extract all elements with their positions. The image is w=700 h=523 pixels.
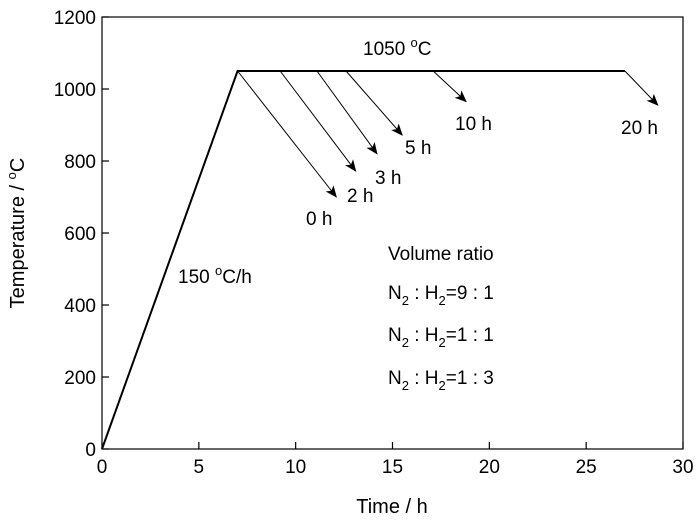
cooling-arrow	[624, 70, 659, 106]
cooling-arrow	[432, 70, 467, 103]
cooling-arrows	[237, 70, 659, 198]
volume-ratio-box: Volume ratio N2 : H2=9 : 1 N2 : H2=1 : 1…	[388, 244, 494, 393]
hold-temperature-label: 1050 oC	[363, 35, 432, 60]
y-tick-label: 800	[64, 152, 96, 173]
x-tick-label: 20	[479, 457, 500, 478]
cooling-arrow	[316, 70, 378, 155]
x-tick-label: 25	[576, 457, 597, 478]
y-tick-label: 400	[64, 296, 96, 317]
x-tick-label: 5	[194, 457, 205, 478]
cooling-arrow	[345, 70, 403, 136]
temperature-profile-line	[101, 70, 625, 450]
y-tick-label: 200	[64, 368, 96, 389]
dwell-time-labels: 0 h 2 h 3 h 5 h 10 h 20 h	[306, 114, 658, 230]
ratio-1-1: N2 : H2=1 : 1	[388, 325, 494, 350]
cooling-arrow	[279, 70, 357, 172]
x-tick-label: 0	[97, 457, 108, 478]
volume-ratio-title: Volume ratio	[388, 244, 494, 265]
y-axis-ticks: 0 200 400 600 800 1000 1200	[54, 8, 109, 461]
x-axis-title: Time / h	[356, 496, 428, 518]
dwell-label-10h: 10 h	[455, 114, 492, 135]
cooling-arrow	[237, 70, 337, 198]
dwell-label-3h: 3 h	[375, 168, 401, 189]
y-tick-label: 0	[85, 440, 96, 461]
y-tick-label: 1200	[54, 8, 96, 29]
y-axis-title: Temperature / oC	[4, 158, 29, 309]
heating-rate-label: 150 oC/h	[178, 263, 252, 288]
series-layer	[101, 70, 625, 450]
dwell-label-5h: 5 h	[405, 138, 431, 159]
dwell-label-20h: 20 h	[621, 118, 658, 139]
dwell-label-0h: 0 h	[306, 209, 332, 230]
x-tick-label: 15	[382, 457, 403, 478]
x-axis-ticks: 0 5 10 15 20 25 30	[97, 442, 694, 478]
ratio-9-1: N2 : H2=9 : 1	[388, 283, 494, 308]
ratio-1-3: N2 : H2=1 : 3	[388, 368, 494, 393]
y-tick-label: 1000	[54, 80, 96, 101]
x-tick-label: 30	[672, 457, 693, 478]
dwell-label-2h: 2 h	[347, 186, 373, 207]
y-tick-label: 600	[64, 224, 96, 245]
x-tick-label: 10	[285, 457, 306, 478]
